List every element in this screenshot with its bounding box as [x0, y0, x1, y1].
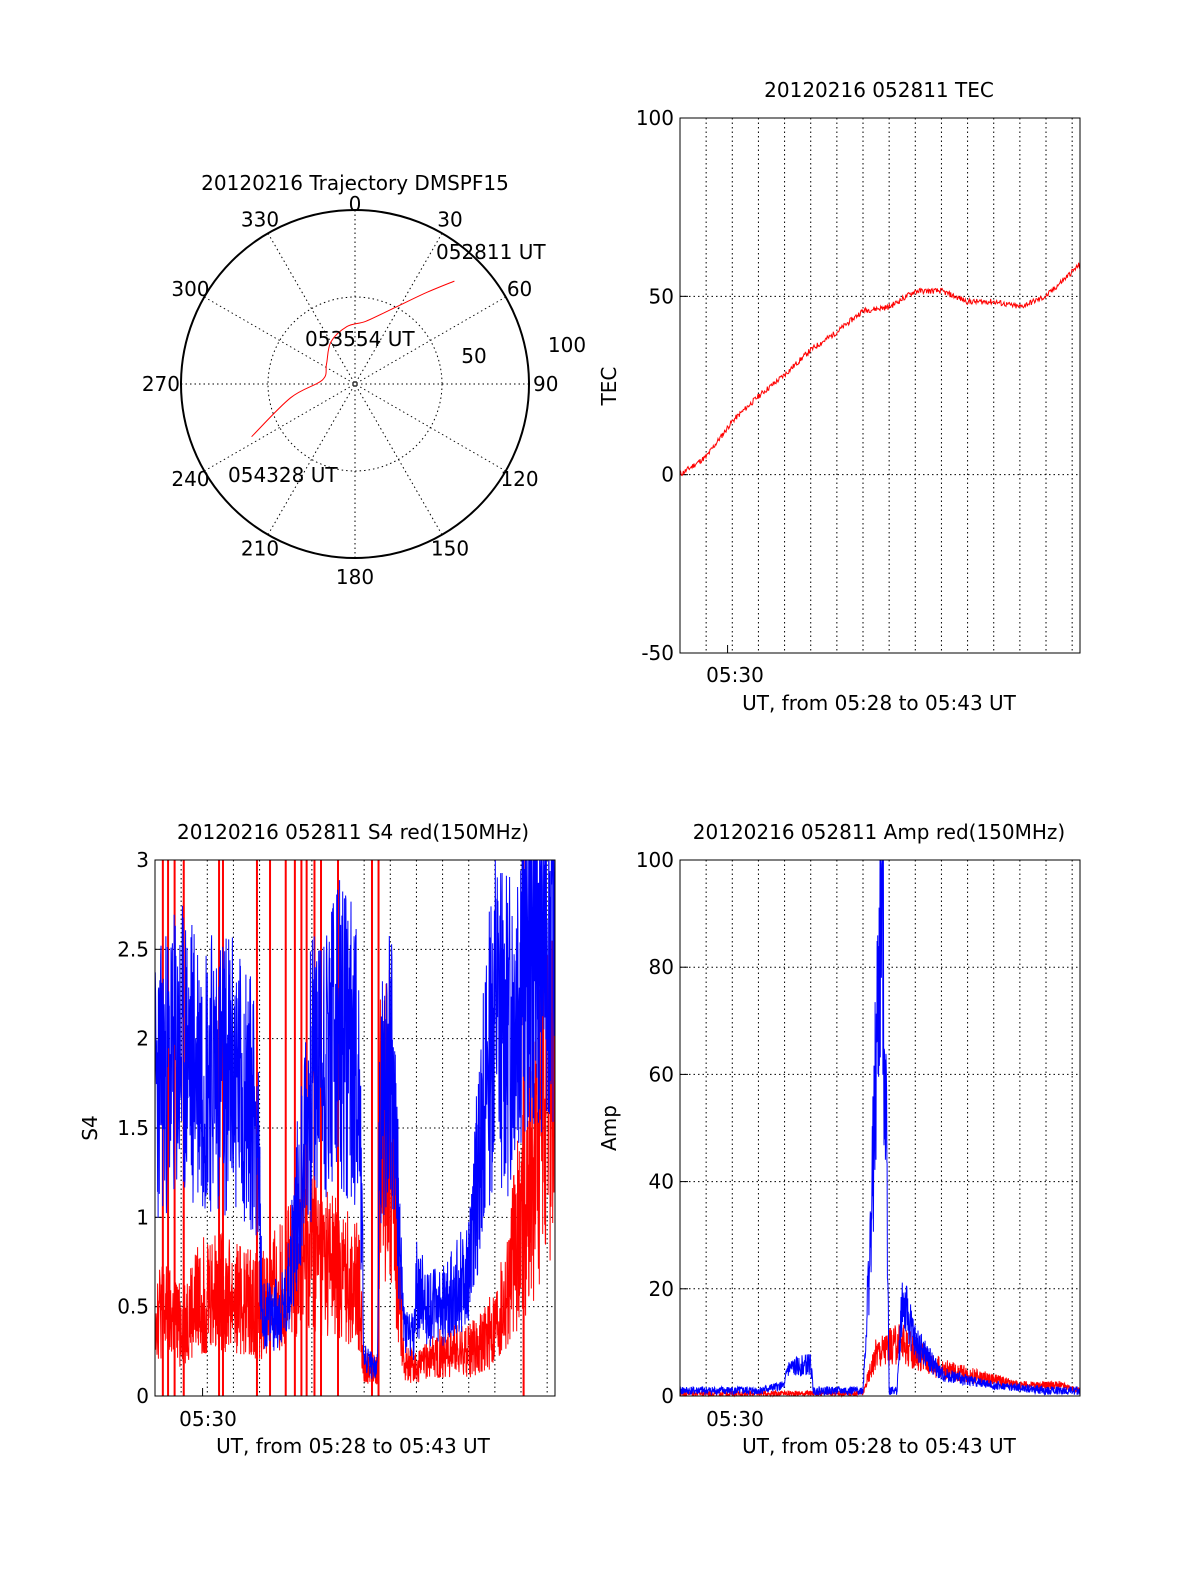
polar-azimuth-labels: 0 30 60 90 120 150 180 210 240 270 300 330	[142, 192, 559, 589]
y-tick-label: 3	[136, 848, 149, 872]
amp-x-label: UT, from 05:28 to 05:43 UT	[742, 1434, 1017, 1458]
s4-red-series-line	[154, 938, 556, 1385]
y-tick-label: 20	[649, 1277, 674, 1301]
y-tick-label: 0	[661, 463, 674, 487]
azimuth-label-240: 240	[171, 467, 209, 491]
y-tick-label: 50	[649, 284, 674, 308]
tec-y-ticks: -50 0 50 100	[636, 106, 729, 665]
tec-title: 20120216 052811 TEC	[764, 78, 994, 102]
y-tick-label: 0	[661, 1384, 674, 1408]
s4-panel: 20120216 052811 S4 red(150MHz) 0 0.5 1 1.5 2…	[78, 820, 556, 1458]
y-tick-label: 2.5	[117, 937, 149, 961]
y-tick-label: 60	[649, 1062, 674, 1086]
s4-plot-frame	[154, 859, 556, 1397]
tec-x-label: UT, from 05:28 to 05:43 UT	[742, 691, 1017, 715]
y-tick-label: 1	[136, 1205, 149, 1229]
s4-x-label: UT, from 05:28 to 05:43 UT	[216, 1434, 491, 1458]
azimuth-label-90: 90	[533, 372, 558, 396]
tec-x-tick-0530: 05:30	[706, 663, 764, 687]
y-tick-label: 0.5	[117, 1295, 149, 1319]
trajectory-line	[251, 280, 455, 438]
trajectory-title: 20120216 Trajectory DMSPF15	[201, 171, 509, 195]
polar-outer-ring	[180, 209, 530, 559]
amp-grid	[680, 860, 1080, 1396]
y-tick-label: 1.5	[117, 1116, 149, 1140]
radial-label-50: 50	[461, 344, 486, 368]
radial-label-100: 100	[548, 333, 586, 357]
s4-title: 20120216 052811 S4 red(150MHz)	[177, 820, 529, 844]
azimuth-label-300: 300	[171, 277, 209, 301]
amp-x-tick-0530: 05:30	[706, 1407, 764, 1431]
y-tick-label: 100	[636, 848, 674, 872]
amp-panel: 20120216 052811 Amp red(150MHz) 0 20 40 60 8…	[597, 820, 1081, 1458]
azimuth-label-120: 120	[500, 467, 538, 491]
azimuth-label-210: 210	[241, 537, 279, 561]
y-tick-label: 40	[649, 1170, 674, 1194]
azimuth-label-150: 150	[431, 537, 469, 561]
tec-series-line	[679, 262, 1081, 477]
polar-grid	[181, 210, 529, 558]
azimuth-label-60: 60	[507, 277, 532, 301]
trajectory-panel: 20120216 Trajectory DMSPF15 0 30 60 90 120 15…	[142, 171, 586, 589]
annotation-mid-time: 053554 UT	[305, 327, 415, 351]
amp-y-ticks: 0 20 40 60 80 100	[636, 848, 729, 1408]
amp-title: 20120216 052811 Amp red(150MHz)	[693, 820, 1065, 844]
azimuth-label-0: 0	[349, 192, 362, 216]
s4-y-label: S4	[78, 1115, 102, 1140]
azimuth-label-330: 330	[241, 207, 279, 231]
azimuth-label-30: 30	[437, 207, 462, 231]
y-tick-label: 100	[636, 106, 674, 130]
tec-panel: 20120216 052811 TEC -50 0 50 100 05:30 UT, …	[597, 78, 1081, 715]
tec-plot-frame	[679, 117, 1081, 654]
y-tick-label: 2	[136, 1027, 149, 1051]
amp-red-series-line	[679, 1324, 1081, 1398]
s4-blue-series-line	[154, 859, 556, 1379]
annotation-start-time: 052811 UT	[436, 240, 546, 264]
y-tick-label: 80	[649, 955, 674, 979]
tec-grid	[680, 118, 1080, 653]
amp-y-label: Amp	[597, 1105, 621, 1151]
s4-y-ticks: 0 0.5 1 1.5 2 2.5 3	[117, 848, 204, 1408]
y-tick-label: 0	[136, 1384, 149, 1408]
s4-x-tick-0530: 05:30	[179, 1407, 237, 1431]
tec-y-label: TEC	[597, 367, 621, 407]
azimuth-label-180: 180	[336, 565, 374, 589]
amp-plot-frame	[679, 859, 1081, 1397]
azimuth-label-270: 270	[142, 372, 180, 396]
y-tick-label: -50	[641, 641, 674, 665]
annotation-end-time: 054328 UT	[228, 463, 338, 487]
